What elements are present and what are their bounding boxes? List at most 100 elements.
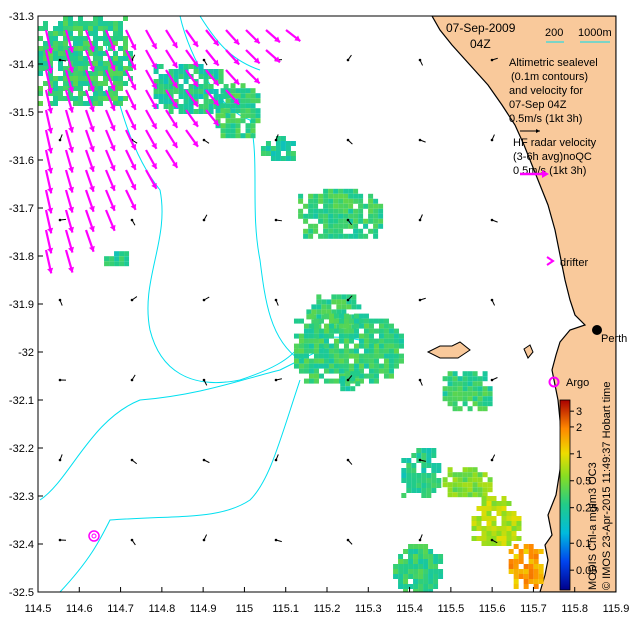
chl-pixel <box>53 46 58 51</box>
chl-pixel <box>491 501 497 506</box>
chl-pixel <box>298 333 304 339</box>
chl-pixel <box>153 79 159 84</box>
chl-pixel <box>230 88 236 94</box>
chl-pixel <box>68 21 73 26</box>
chl-pixel <box>208 104 214 109</box>
chl-pixel <box>406 468 412 473</box>
chl-pixel <box>423 564 429 569</box>
chl-pixel <box>188 89 194 94</box>
chl-pixel <box>436 483 442 488</box>
chl-pixel <box>408 569 414 574</box>
hf-arrow-head <box>130 103 137 110</box>
argo-marker <box>548 376 560 388</box>
y-tick-label: -32.1 <box>9 395 34 407</box>
chl-pixel <box>481 496 487 501</box>
chl-pixel <box>323 223 329 229</box>
chl-pixel <box>328 378 334 384</box>
hf-arrow-head <box>68 146 75 153</box>
chl-pixel <box>426 483 432 488</box>
chl-pixel <box>220 133 226 139</box>
chl-pixel <box>98 26 103 31</box>
svg-text:(0.1m contours): (0.1m contours) <box>511 71 588 83</box>
chl-pixel <box>313 343 319 349</box>
chl-pixel <box>481 536 487 541</box>
chl-pixel <box>73 101 78 106</box>
chl-pixel <box>511 516 517 521</box>
chl-pixel <box>318 218 324 224</box>
chl-pixel <box>447 386 453 392</box>
chl-pixel <box>378 323 384 329</box>
chl-pixel <box>373 208 379 214</box>
chl-pixel <box>163 99 169 104</box>
chl-pixel <box>363 318 369 324</box>
chl-pixel <box>508 564 514 569</box>
chl-pixel <box>113 81 118 86</box>
hf-arrow-head <box>171 141 178 148</box>
chl-pixel <box>528 574 534 579</box>
hf-arrow-head <box>212 79 219 86</box>
chl-pixel <box>108 86 113 91</box>
chl-pixel <box>158 79 164 84</box>
chl-pixel <box>98 51 103 56</box>
chl-pixel <box>421 473 427 478</box>
chl-pixel <box>323 208 329 214</box>
chl-pixel <box>245 88 251 94</box>
chl-pixel <box>323 188 329 194</box>
chl-pixel <box>103 91 108 96</box>
chl-pixel <box>43 41 48 46</box>
chl-pixel <box>355 371 361 377</box>
y-tick-label: -31.3 <box>9 11 34 23</box>
chl-pixel <box>293 363 299 369</box>
chl-pixel <box>383 373 389 379</box>
chl-pixel <box>323 218 329 224</box>
chl-pixel <box>471 536 477 541</box>
chl-pixel <box>225 93 231 99</box>
chl-pixel <box>68 26 73 31</box>
chl-pixel <box>528 569 534 574</box>
chl-pixel <box>496 506 502 511</box>
x-tick-label: 114.9 <box>190 603 217 615</box>
chl-pixel <box>104 256 110 262</box>
chl-pixel <box>426 453 432 458</box>
chl-pixel <box>313 363 319 369</box>
hf-arrow-head <box>151 82 157 89</box>
chl-pixel <box>538 569 544 574</box>
chl-pixel <box>491 506 497 511</box>
chl-pixel <box>333 198 339 204</box>
chl-pixel <box>168 89 174 94</box>
chl-pixel <box>338 323 344 329</box>
chl-pixel <box>348 213 354 219</box>
chl-pixel <box>220 128 226 134</box>
chl-pixel <box>331 294 337 300</box>
chl-pixel <box>411 468 417 473</box>
hf-arrow-head <box>233 98 240 105</box>
chl-pixel <box>348 318 354 324</box>
chl-pixel <box>103 61 108 66</box>
chl-pixel <box>477 487 483 493</box>
chl-pixel <box>426 478 432 483</box>
chl-pixel <box>298 318 304 324</box>
chl-pixel <box>265 141 271 146</box>
chl-pixel <box>353 233 359 239</box>
chl-pixel <box>118 101 123 106</box>
chl-pixel <box>426 448 432 453</box>
altimetry-arrow-tail <box>346 218 350 222</box>
chl-pixel <box>433 579 439 584</box>
chl-pixel <box>313 223 319 229</box>
chl-pixel <box>523 564 529 569</box>
chl-pixel <box>457 472 463 478</box>
chl-pixel <box>313 208 319 214</box>
chl-pixel <box>73 71 78 76</box>
hf-arrow-head <box>109 224 116 231</box>
chl-pixel <box>63 51 68 56</box>
hf-arrow-head <box>109 104 116 111</box>
chl-pixel <box>457 386 463 392</box>
hf-arrow-head <box>151 162 157 169</box>
chl-pixel <box>452 401 458 407</box>
chl-pixel <box>343 333 349 339</box>
chl-pixel <box>275 151 281 156</box>
chl-pixel <box>43 51 48 56</box>
chl-pixel <box>298 193 304 199</box>
chl-pixel <box>178 94 184 99</box>
chl-pixel <box>103 66 108 71</box>
